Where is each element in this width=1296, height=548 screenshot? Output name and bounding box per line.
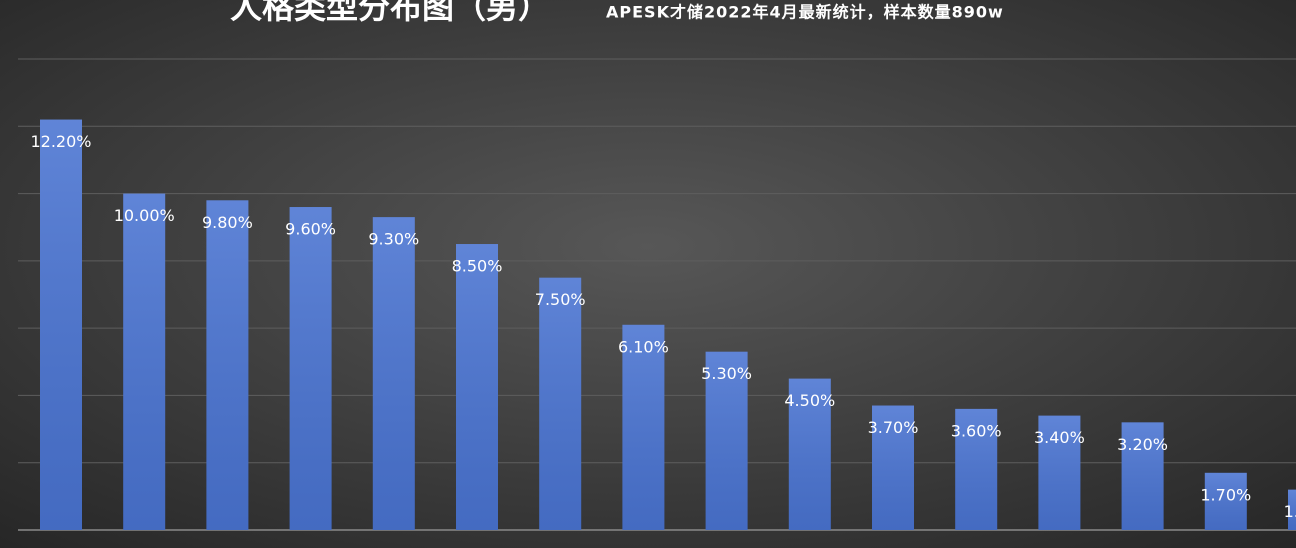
bar-shade <box>872 405 914 530</box>
bar-shade <box>289 207 332 530</box>
chart-title: 人格类型分布图（男） <box>230 0 550 26</box>
bar-shade <box>206 200 249 531</box>
value-label: 10.00% <box>114 206 175 225</box>
value-label: 5.30% <box>701 364 752 383</box>
bar-shade <box>539 277 582 530</box>
chart-subtitle: APESK才储2022年4月最新统计，样本数量890w <box>606 3 1004 22</box>
value-label: 8.50% <box>452 257 503 276</box>
value-label: 9.30% <box>368 230 419 249</box>
bar-shade <box>622 324 665 530</box>
value-label: 6.10% <box>618 337 669 356</box>
value-label: 3.60% <box>951 421 1002 440</box>
value-label: 3.40% <box>1034 428 1085 447</box>
value-label: 3.70% <box>868 418 919 437</box>
bar-shade <box>372 217 415 530</box>
bar-shade <box>1204 472 1247 530</box>
value-label: 12.20% <box>30 132 91 151</box>
value-label: 7.50% <box>535 290 586 309</box>
bar-shade <box>1121 422 1164 530</box>
bar-shade <box>955 408 998 530</box>
bar-shade <box>705 351 748 530</box>
value-label: 1.70% <box>1200 485 1251 504</box>
bar-shade <box>1038 415 1081 530</box>
bar-shade <box>456 244 498 531</box>
value-label: 1.20% <box>1284 502 1296 521</box>
bar-shade <box>123 193 166 531</box>
bar-shade <box>788 378 831 530</box>
value-label: 9.60% <box>285 220 336 239</box>
value-label: 4.50% <box>784 391 835 410</box>
value-label: 9.80% <box>202 213 253 232</box>
bar-shade <box>1288 489 1296 530</box>
value-label: 3.20% <box>1117 435 1168 454</box>
bar-shade <box>40 119 82 531</box>
